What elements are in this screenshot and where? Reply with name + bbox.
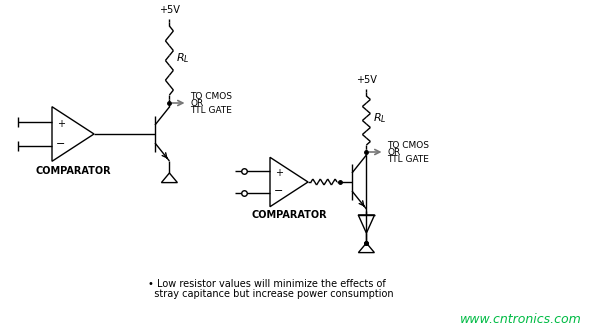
Text: stray capitance but increase power consumption: stray capitance but increase power consu… — [148, 289, 394, 299]
Text: $R_L$: $R_L$ — [373, 112, 387, 125]
Text: COMPARATOR: COMPARATOR — [35, 166, 111, 175]
Text: +: + — [57, 119, 65, 129]
Text: +: + — [275, 168, 283, 178]
Text: COMPARATOR: COMPARATOR — [251, 210, 327, 220]
Text: $R_L$: $R_L$ — [176, 51, 190, 65]
Text: +5V: +5V — [159, 5, 180, 15]
Text: OR: OR — [191, 99, 204, 108]
Text: www.cntronics.com: www.cntronics.com — [460, 313, 582, 326]
Text: TTL GATE: TTL GATE — [191, 106, 232, 115]
Text: TTL GATE: TTL GATE — [388, 155, 430, 164]
Text: OR: OR — [388, 148, 401, 157]
Text: +5V: +5V — [356, 75, 377, 85]
Text: • Low resistor values will minimize the effects of: • Low resistor values will minimize the … — [148, 279, 386, 289]
Text: −: − — [274, 186, 284, 196]
Text: TO CMOS: TO CMOS — [191, 92, 232, 101]
Text: TO CMOS: TO CMOS — [388, 141, 430, 150]
Text: −: − — [56, 139, 65, 149]
